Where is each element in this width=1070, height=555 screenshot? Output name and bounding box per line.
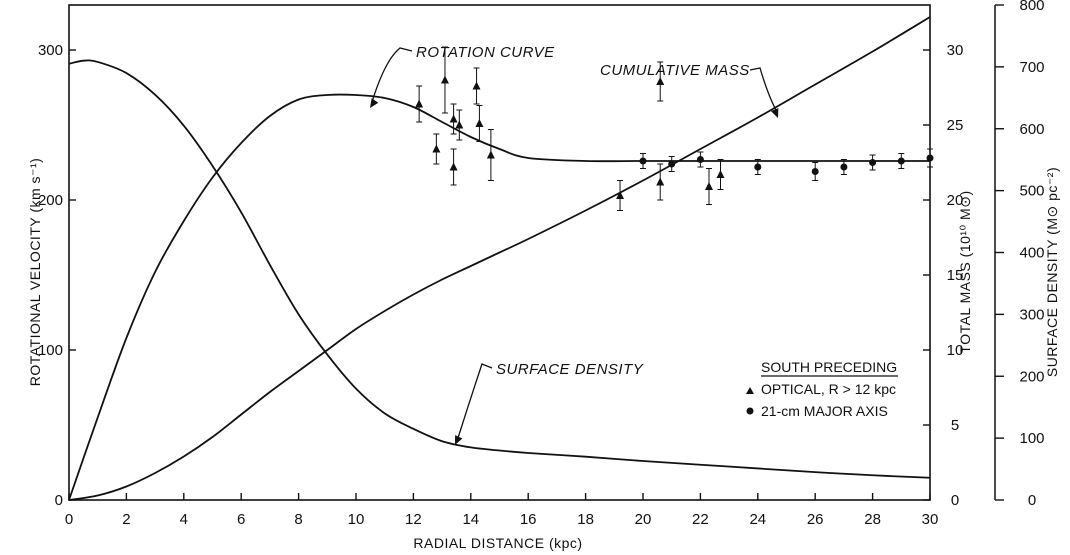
curves [68, 16, 931, 501]
velocity-tick-label: 0 [55, 492, 63, 509]
density-tick-label: 500 [1019, 183, 1044, 200]
legend: SOUTH PRECEDING OPTICAL, R > 12 kpc 21-c… [746, 359, 898, 419]
optical-point [449, 162, 458, 171]
data-points [415, 46, 934, 211]
radio-point [668, 160, 676, 168]
surface-density-arrowhead [455, 435, 463, 445]
cumulative-mass-arrowhead [770, 108, 779, 118]
legend-circle-marker [746, 407, 754, 415]
optical-point [432, 144, 441, 153]
rotation-curve-leader [371, 47, 413, 103]
x-tick-label: 0 [65, 511, 73, 528]
radio-point [696, 156, 704, 163]
density-tick-label: 600 [1019, 121, 1044, 138]
surface-density-leader [457, 363, 493, 439]
radio-point [897, 157, 905, 165]
legend-21cm-label: 21-cm MAJOR AXIS [761, 403, 888, 419]
velocity-tick-label: 200 [38, 192, 63, 209]
axis-ticks: 0 2 4 6 8 10 12 14 16 18 20 22 24 26 28 300100200300051… [38, 0, 1045, 528]
plot-border [68, 4, 931, 501]
x-tick-label: 24 [749, 511, 766, 528]
radio-point [811, 168, 819, 175]
optical-point [716, 170, 725, 178]
density-tick-label: 100 [1019, 430, 1044, 447]
x-tick-label: 4 [180, 511, 188, 528]
x-tick-label: 16 [520, 511, 537, 528]
y-axis-title-velocity: ROTATIONAL VELOCITY (km s⁻¹) [27, 158, 43, 387]
optical-point [472, 81, 481, 90]
velocity-tick-label: 100 [38, 342, 63, 359]
rotation-curve-label: ROTATION CURVE [416, 44, 555, 61]
x-tick-label: 26 [807, 511, 824, 528]
density-tick-label: 300 [1019, 306, 1044, 323]
optical-point [449, 114, 458, 123]
mass-tick-label: 30 [947, 42, 964, 59]
curve-mass [68, 16, 931, 501]
surface-density-label: SURFACE DENSITY [496, 361, 644, 378]
x-tick-label: 14 [462, 511, 479, 528]
density-tick-label: 800 [1019, 0, 1044, 14]
rotation-curve-arrowhead [370, 98, 379, 108]
x-tick-label: 6 [237, 511, 245, 528]
density-tick-label: 0 [1028, 492, 1036, 509]
x-axis-title: RADIAL DISTANCE (kpc) [413, 535, 582, 551]
annotations: ROTATION CURVE CUMULATIVE MASS SURFACE DEN… [370, 44, 779, 445]
cumulative-mass-leader [749, 67, 777, 111]
x-tick-label: 20 [635, 511, 652, 528]
y-axis-title-density: SURFACE DENSITY (M⊙ pc⁻²) [1044, 167, 1060, 377]
legend-triangle-marker [746, 387, 754, 394]
x-tick-label: 22 [692, 511, 709, 528]
legend-optical-label: OPTICAL, R > 12 kpc [761, 381, 896, 397]
optical-point [705, 182, 714, 190]
optical-point [455, 120, 464, 129]
optical-point [656, 77, 665, 85]
x-tick-label: 12 [405, 511, 422, 528]
density-tick-label: 200 [1019, 368, 1044, 385]
y-axis-title-mass: TOTAL MASS (10¹⁰ M⊙) [957, 190, 973, 353]
optical-point [656, 177, 665, 186]
curve-rotation [68, 93, 930, 501]
curve-density [68, 59, 931, 479]
x-tick-label: 10 [348, 511, 365, 528]
radio-point [926, 154, 934, 162]
mass-tick-label: 0 [951, 492, 959, 509]
mass-tick-label: 10 [947, 342, 964, 359]
optical-point [415, 99, 424, 108]
x-tick-label: 30 [922, 511, 939, 528]
velocity-tick-label: 300 [38, 42, 63, 59]
x-tick-label: 8 [294, 511, 302, 528]
radio-point [869, 159, 877, 166]
radio-point [754, 163, 762, 171]
mass-tick-label: 25 [947, 117, 964, 134]
cumulative-mass-label: CUMULATIVE MASS [600, 62, 750, 79]
x-tick-label: 2 [122, 511, 130, 528]
optical-point [440, 75, 449, 84]
mass-tick-label: 5 [951, 417, 959, 434]
mass-tick-label: 15 [947, 267, 964, 284]
radio-point [639, 157, 647, 165]
optical-point [486, 150, 495, 159]
mass-tick-label: 20 [947, 192, 964, 209]
optical-point [475, 119, 484, 127]
density-tick-label: 700 [1019, 59, 1044, 76]
legend-title: SOUTH PRECEDING [761, 359, 897, 375]
x-tick-label: 18 [577, 511, 594, 528]
radio-point [840, 163, 848, 171]
x-tick-label: 28 [864, 511, 881, 528]
density-tick-label: 400 [1019, 245, 1044, 262]
optical-point [616, 191, 625, 199]
plot-frame [68, 4, 996, 501]
